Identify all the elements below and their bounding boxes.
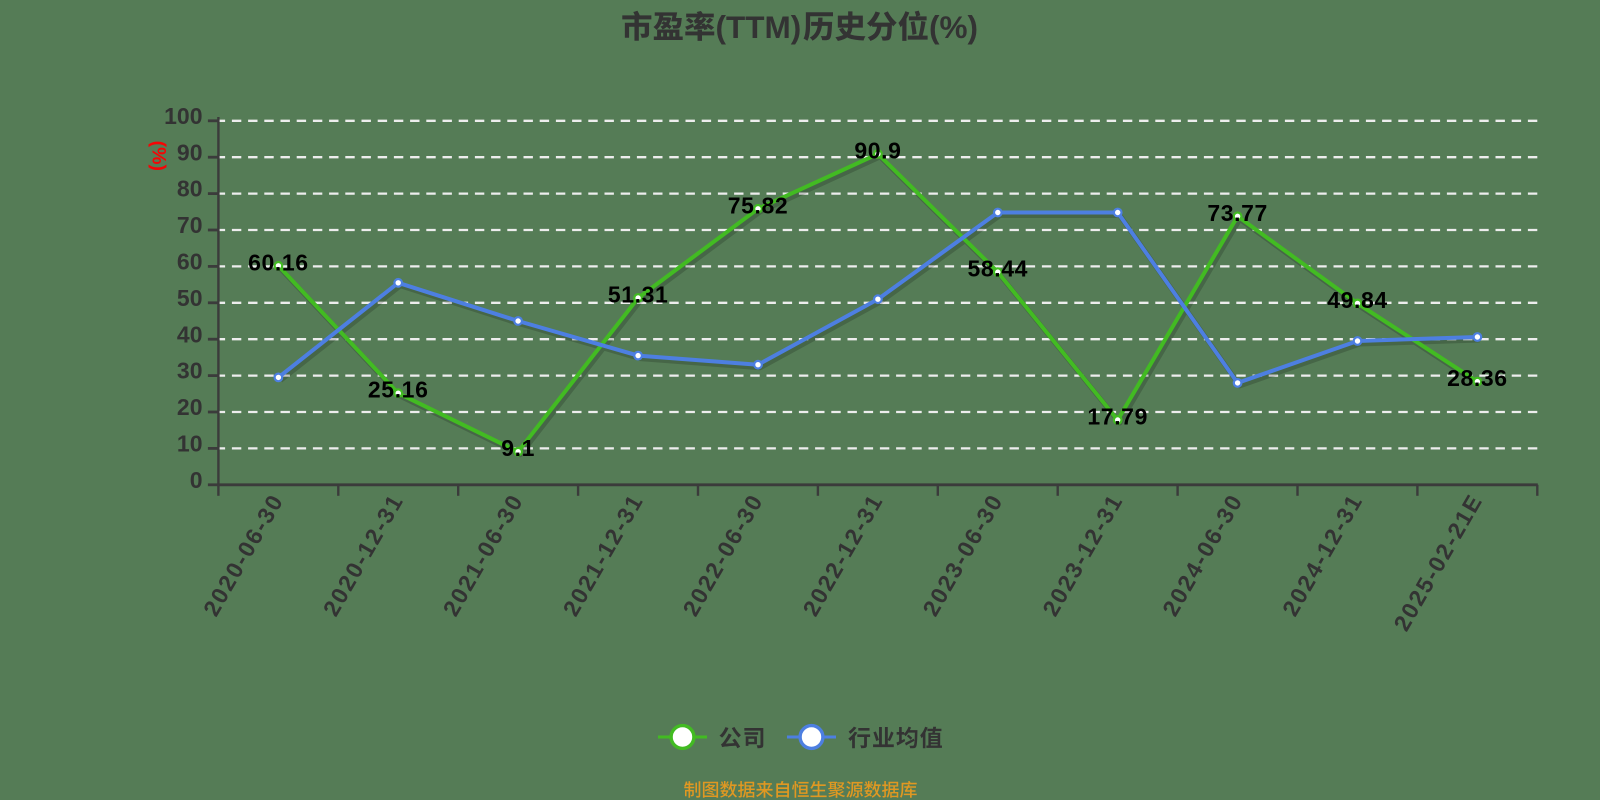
- svg-text:80: 80: [177, 176, 203, 202]
- svg-text:60.16: 60.16: [248, 249, 309, 275]
- svg-text:(TTM): (TTM): [716, 9, 802, 45]
- svg-text:17.79: 17.79: [1087, 404, 1148, 430]
- svg-text:49.84: 49.84: [1327, 287, 1388, 313]
- svg-text:0: 0: [190, 467, 203, 493]
- svg-text:90: 90: [177, 139, 203, 165]
- svg-text:90.9: 90.9: [854, 137, 901, 163]
- svg-text:9.1: 9.1: [501, 435, 535, 461]
- svg-text:51.31: 51.31: [608, 282, 669, 308]
- svg-text:40: 40: [177, 321, 203, 347]
- svg-text:(%): (%): [147, 141, 169, 171]
- svg-text:58.44: 58.44: [968, 256, 1029, 282]
- svg-text:28.36: 28.36: [1447, 365, 1508, 391]
- svg-text:25.16: 25.16: [368, 377, 429, 403]
- svg-text:10: 10: [177, 431, 203, 457]
- svg-text:60: 60: [177, 249, 203, 275]
- svg-text:75.82: 75.82: [728, 192, 789, 218]
- svg-text:30: 30: [177, 358, 203, 384]
- svg-text:(%): (%): [929, 9, 978, 45]
- svg-text:50: 50: [177, 285, 203, 311]
- svg-text:20: 20: [177, 394, 203, 420]
- svg-text:100: 100: [164, 103, 202, 129]
- svg-text:70: 70: [177, 212, 203, 238]
- svg-text:73.77: 73.77: [1207, 200, 1268, 226]
